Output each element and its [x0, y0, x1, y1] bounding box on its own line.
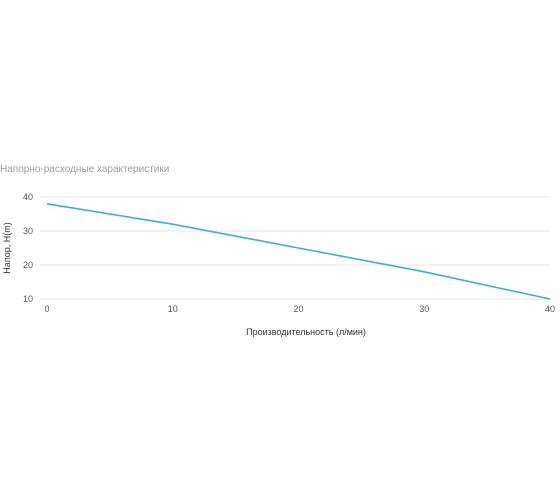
x-tick-label: 40 — [545, 304, 555, 314]
chart-title: Напорно-расходные характеристики — [0, 164, 170, 175]
y-tick-label: 40 — [23, 192, 33, 202]
x-tick-labels: 0 10 20 30 40 — [44, 304, 555, 314]
y-tick-label: 10 — [23, 294, 33, 304]
y-axis-label: Напор, H(m) — [2, 222, 12, 273]
grid-lines — [40, 196, 550, 300]
y-tick-label: 20 — [23, 260, 33, 270]
series-line — [46, 203, 551, 300]
x-tick-label: 10 — [168, 304, 178, 314]
x-tick-label: 0 — [44, 304, 49, 314]
y-tick-label: 30 — [23, 226, 33, 236]
series-group — [46, 203, 551, 300]
x-tick-label: 20 — [293, 304, 303, 314]
x-axis-label: Производительность (л/мин) — [246, 327, 366, 337]
x-tick-label: 30 — [419, 304, 429, 314]
y-tick-labels: 10 20 30 40 — [23, 192, 33, 304]
